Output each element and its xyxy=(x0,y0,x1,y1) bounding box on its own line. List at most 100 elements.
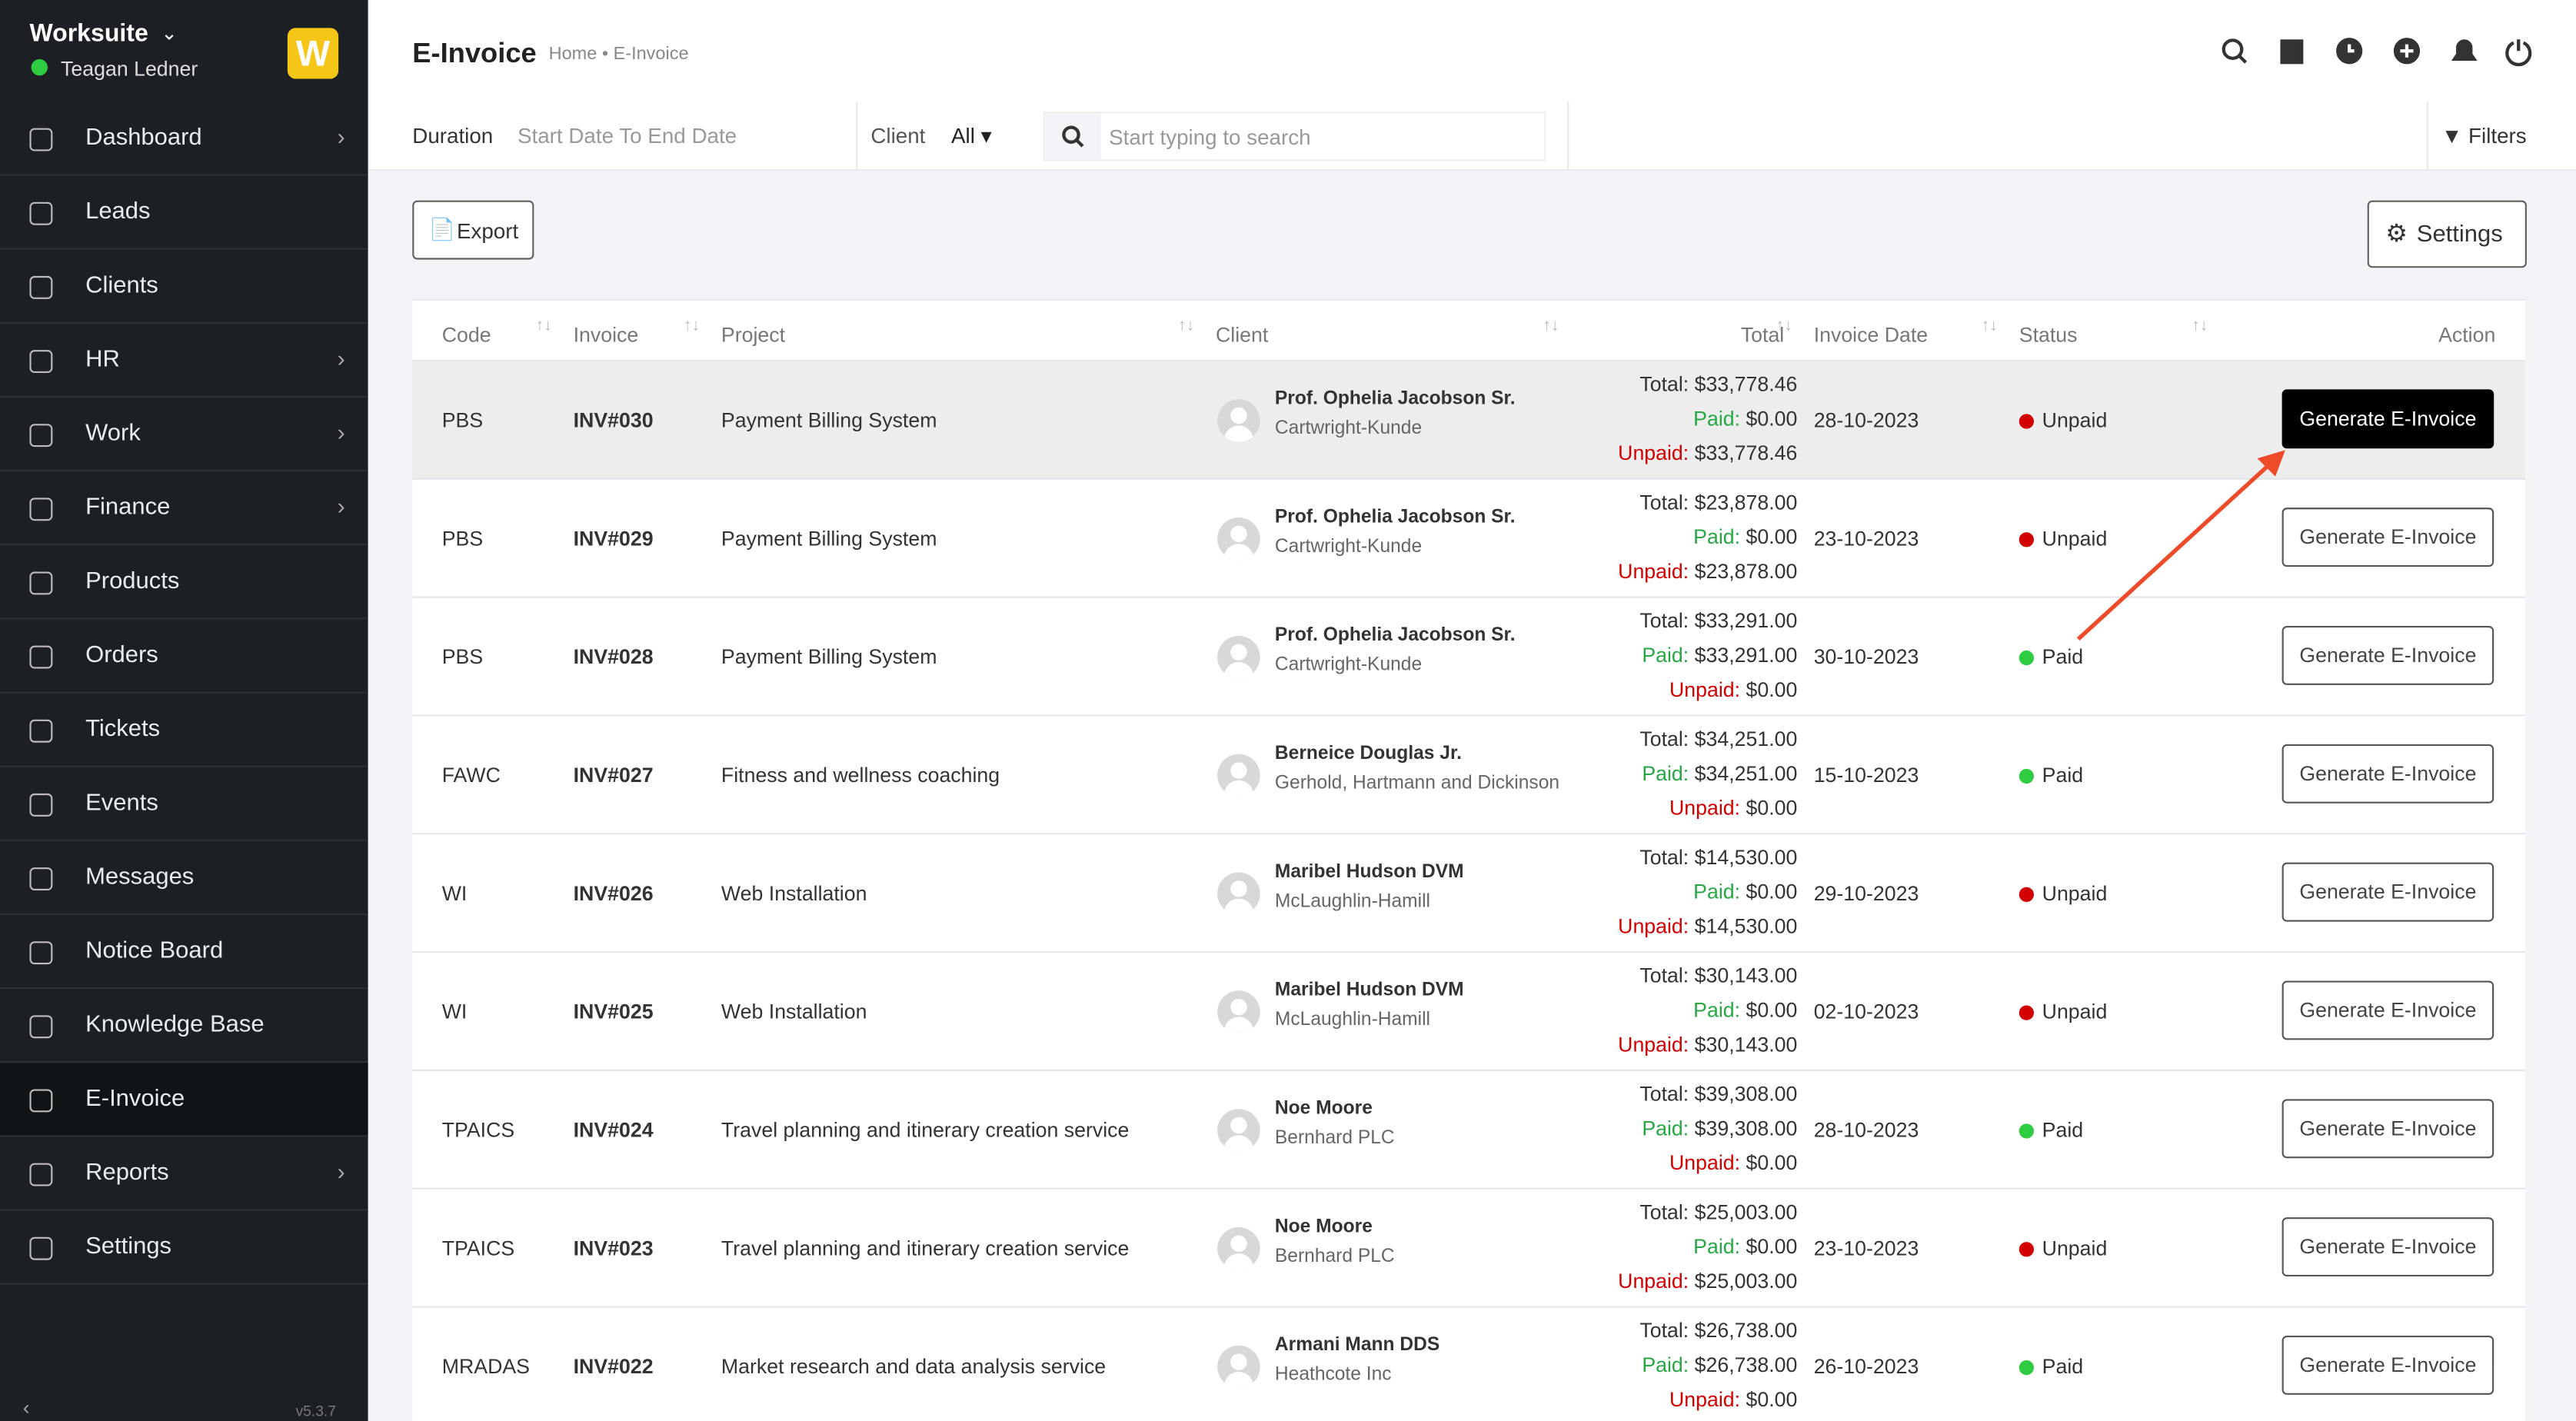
invoice-number[interactable]: INV#022 xyxy=(573,1355,654,1379)
nav-item[interactable]: Orders xyxy=(0,619,368,694)
column-header[interactable]: Invoice xyxy=(573,323,639,347)
nav-label[interactable]: Reports xyxy=(85,1160,169,1186)
client-name[interactable]: Maribel Hudson DVM xyxy=(1274,862,1464,883)
export-text[interactable]: Export xyxy=(456,218,519,244)
nav-label[interactable]: Orders xyxy=(85,642,158,669)
nav-label[interactable]: Finance xyxy=(85,494,171,521)
sort-icon[interactable]: ↑↓ xyxy=(683,317,701,335)
column-header[interactable]: Project xyxy=(721,323,786,347)
invoice-number[interactable]: INV#030 xyxy=(573,408,654,432)
search-icon[interactable] xyxy=(2222,38,2248,64)
column-header[interactable]: Invoice Date xyxy=(1813,323,1929,347)
generate-e-invoice-button[interactable]: Generate E-Invoice xyxy=(2281,862,2494,922)
clock-icon[interactable] xyxy=(2336,38,2363,65)
nav-label[interactable]: Messages xyxy=(85,864,195,890)
app-menu-caret[interactable]: ⌄ xyxy=(161,21,178,45)
nav-item[interactable]: HR › xyxy=(0,324,368,398)
nav-item[interactable]: Finance › xyxy=(0,471,368,546)
nav-label[interactable]: HR xyxy=(85,346,120,373)
nav-item[interactable]: Notice Board xyxy=(0,915,368,990)
filters-text[interactable]: Filters xyxy=(2468,123,2527,148)
generate-e-invoice-button[interactable]: Generate E-Invoice xyxy=(2281,389,2494,449)
project[interactable]: Web Installation xyxy=(721,882,867,906)
nav-label[interactable]: Dashboard xyxy=(85,125,202,151)
breadcrumb-home[interactable]: Home xyxy=(548,44,597,65)
nav-item[interactable]: Reports › xyxy=(0,1136,368,1211)
nav-label[interactable]: Clients xyxy=(85,272,158,299)
nav-item[interactable]: Work › xyxy=(0,398,368,472)
invoice-number[interactable]: INV#025 xyxy=(573,1000,654,1024)
nav-label[interactable]: Settings xyxy=(85,1233,172,1260)
nav-item[interactable]: Products xyxy=(0,545,368,620)
project[interactable]: Web Installation xyxy=(721,1000,867,1024)
invoice-number[interactable]: INV#028 xyxy=(573,645,654,669)
nav-item[interactable]: Knowledge Base xyxy=(0,989,368,1063)
nav-item[interactable]: Clients xyxy=(0,250,368,324)
nav-label[interactable]: Work xyxy=(85,420,141,448)
sort-icon[interactable]: ↑↓ xyxy=(1543,317,1559,335)
app-name[interactable]: Worksuite xyxy=(29,19,148,48)
settings-button[interactable]: ⚙ Settings xyxy=(2367,200,2527,268)
generate-e-invoice-button[interactable]: Generate E-Invoice xyxy=(2281,980,2494,1040)
add-icon[interactable] xyxy=(2393,38,2421,65)
filters-button[interactable]: ▼ Filters xyxy=(2441,123,2527,148)
client-name[interactable]: Noe Moore xyxy=(1274,1099,1373,1119)
nav-item[interactable]: Dashboard › xyxy=(0,102,368,176)
client-name[interactable]: Prof. Ophelia Jacobson Sr. xyxy=(1274,508,1516,527)
invoice-number[interactable]: INV#027 xyxy=(573,764,654,787)
sort-icon[interactable]: ↑↓ xyxy=(1177,317,1195,335)
project[interactable]: Market research and data analysis servic… xyxy=(721,1355,1107,1379)
export-button[interactable]: 📄 Export xyxy=(412,200,534,260)
client-name[interactable]: Prof. Ophelia Jacobson Sr. xyxy=(1274,389,1516,409)
generate-e-invoice-button[interactable]: Generate E-Invoice xyxy=(2281,1217,2494,1277)
nav-item[interactable]: Tickets xyxy=(0,694,368,767)
nav-item[interactable]: Leads xyxy=(0,176,368,250)
client-value[interactable]: All xyxy=(951,123,975,148)
nav-item[interactable]: Settings xyxy=(0,1211,368,1285)
invoice-number[interactable]: INV#024 xyxy=(573,1118,654,1142)
collapse[interactable]: ‹ xyxy=(22,1396,30,1419)
generate-e-invoice-button[interactable]: Generate E-Invoice xyxy=(2281,1335,2494,1395)
nav-label[interactable]: Knowledge Base xyxy=(85,1012,265,1039)
project[interactable]: Travel planning and itinerary creation s… xyxy=(721,1236,1130,1260)
nav-label[interactable]: Tickets xyxy=(85,716,161,743)
client-name[interactable]: Noe Moore xyxy=(1274,1217,1373,1237)
nav-label[interactable]: Leads xyxy=(85,198,151,225)
sort-icon[interactable]: ↑↓ xyxy=(1776,317,1792,335)
project[interactable]: Travel planning and itinerary creation s… xyxy=(721,1118,1130,1142)
invoice-number[interactable]: INV#023 xyxy=(573,1236,654,1260)
notes-icon[interactable] xyxy=(2280,39,2304,65)
nav-item[interactable]: Messages xyxy=(0,841,368,916)
nav-label[interactable]: E-Invoice xyxy=(85,1086,185,1113)
client-name[interactable]: Maribel Hudson DVM xyxy=(1274,980,1464,1001)
project[interactable]: Payment Billing System xyxy=(721,527,937,551)
generate-e-invoice-button[interactable]: Generate E-Invoice xyxy=(2281,508,2494,567)
project[interactable]: Payment Billing System xyxy=(721,408,937,432)
generate-e-invoice-button[interactable]: Generate E-Invoice xyxy=(2281,1099,2494,1159)
sort-icon[interactable]: ↑↓ xyxy=(2192,317,2208,335)
client-name[interactable]: Prof. Ophelia Jacobson Sr. xyxy=(1274,626,1516,646)
client-name[interactable]: Armani Mann DDS xyxy=(1274,1335,1440,1356)
invoice-number[interactable]: INV#029 xyxy=(573,527,654,551)
client-name[interactable]: Berneice Douglas Jr. xyxy=(1274,744,1463,764)
project[interactable]: Fitness and wellness coaching xyxy=(721,764,1000,787)
nav-item[interactable]: Events xyxy=(0,767,368,841)
sort-icon[interactable]: ↑↓ xyxy=(535,317,552,335)
invoice-number[interactable]: INV#026 xyxy=(573,882,654,906)
bell-icon[interactable] xyxy=(2451,39,2478,62)
client-select[interactable]: All ▾ xyxy=(951,123,992,148)
nav-item[interactable]: E-Invoice xyxy=(0,1063,368,1137)
date-range[interactable]: Start Date To End Date xyxy=(517,123,737,148)
column-header[interactable]: Code xyxy=(441,323,491,347)
settings-text[interactable]: Settings xyxy=(2416,221,2503,248)
sort-icon[interactable]: ↑↓ xyxy=(1981,317,1998,335)
search-box[interactable]: Start typing to search xyxy=(1043,111,1546,161)
nav-label[interactable]: Products xyxy=(85,568,180,595)
nav-label[interactable]: Events xyxy=(85,790,158,817)
column-header[interactable]: Total xyxy=(1740,323,1785,347)
column-header[interactable]: Client xyxy=(1216,323,1269,347)
column-header[interactable]: Status xyxy=(2019,323,2078,347)
power-icon[interactable] xyxy=(2505,39,2532,67)
generate-e-invoice-button[interactable]: Generate E-Invoice xyxy=(2281,744,2494,804)
nav-label[interactable]: Notice Board xyxy=(85,937,224,965)
